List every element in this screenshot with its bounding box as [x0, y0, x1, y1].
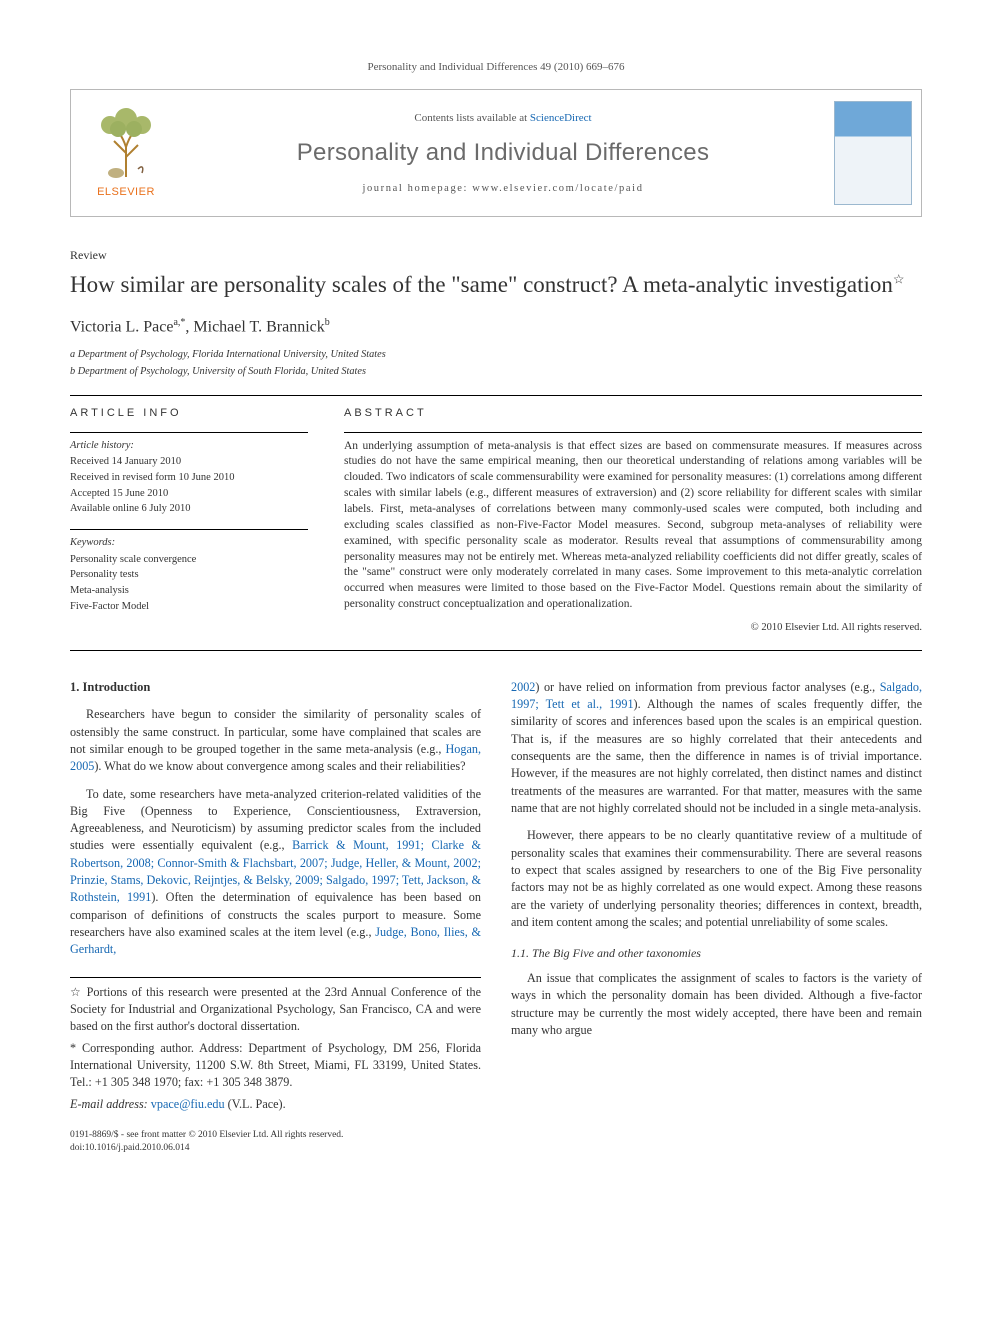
body-para: Researchers have begun to consider the s…: [70, 706, 481, 775]
journal-reference: Personality and Individual Differences 4…: [70, 60, 922, 75]
section-1-head: 1. Introduction: [70, 679, 481, 697]
sciencedirect-link[interactable]: ScienceDirect: [530, 112, 592, 124]
rule-top: [70, 395, 922, 396]
contents-prefix: Contents lists available at: [414, 112, 529, 124]
body-column-left: 1. Introduction Researchers have begun t…: [70, 679, 481, 1117]
cover-cell: [825, 90, 921, 216]
body-column-right: 2002) or have relied on information from…: [511, 679, 922, 1117]
abstract-rule: [344, 432, 922, 433]
info-left-rule-2: [70, 529, 308, 530]
article-info-head: ARTICLE INFO: [70, 406, 308, 421]
abstract-column: ABSTRACT An underlying assumption of met…: [344, 406, 922, 636]
abstract-head: ABSTRACT: [344, 406, 922, 421]
journal-header: ELSEVIER Contents lists available at Sci…: [70, 89, 922, 217]
author-1-affil: a,*: [173, 317, 185, 328]
article-info-left: ARTICLE INFO Article history: Received 1…: [70, 406, 308, 636]
history-line: Accepted 15 June 2010: [70, 487, 308, 502]
rule-bottom: [70, 650, 922, 651]
homepage-prefix: journal homepage:: [362, 183, 472, 194]
footnote-star: ☆ Portions of this research were present…: [70, 984, 481, 1036]
abstract-text: An underlying assumption of meta-analysi…: [344, 439, 922, 613]
keywords-label: Keywords:: [70, 536, 308, 551]
page: Personality and Individual Differences 4…: [0, 0, 992, 1196]
body-para: 2002) or have relied on information from…: [511, 679, 922, 818]
keyword: Five-Factor Model: [70, 600, 308, 615]
body-columns: 1. Introduction Researchers have begun t…: [70, 679, 922, 1117]
keyword: Personality scale convergence: [70, 553, 308, 568]
footer-doi: doi:10.1016/j.paid.2010.06.014: [70, 1142, 922, 1155]
body-para: However, there appears to be no clearly …: [511, 827, 922, 931]
header-center: Contents lists available at ScienceDirec…: [181, 90, 825, 216]
info-left-rule: [70, 432, 308, 433]
section-1-1-head: 1.1. The Big Five and other taxonomies: [511, 945, 922, 962]
history-line: Received in revised form 10 June 2010: [70, 471, 308, 486]
history-line: Received 14 January 2010: [70, 455, 308, 470]
title-text: How similar are personality scales of th…: [70, 272, 893, 297]
abstract-copyright: © 2010 Elsevier Ltd. All rights reserved…: [344, 621, 922, 636]
article-type: Review: [70, 247, 922, 264]
email-label: E-mail address:: [70, 1097, 151, 1111]
journal-cover-thumbnail: [834, 101, 912, 205]
email-link[interactable]: vpace@fiu.edu: [151, 1097, 225, 1111]
publisher-logo-cell: ELSEVIER: [71, 90, 181, 216]
author-2: , Michael T. Brannick: [185, 318, 324, 335]
email-suffix: (V.L. Pace).: [225, 1097, 286, 1111]
affiliation-b: b Department of Psychology, University o…: [70, 365, 922, 379]
page-footer: 0191-8869/$ - see front matter © 2010 El…: [70, 1129, 922, 1156]
keyword: Meta-analysis: [70, 584, 308, 599]
footer-issn: 0191-8869/$ - see front matter © 2010 El…: [70, 1129, 922, 1142]
author-1: Victoria L. Pace: [70, 318, 173, 335]
footnote-email: E-mail address: vpace@fiu.edu (V.L. Pace…: [70, 1096, 481, 1113]
body-para: An issue that complicates the assignment…: [511, 970, 922, 1039]
authors: Victoria L. Pacea,*, Michael T. Brannick…: [70, 316, 922, 339]
keyword: Personality tests: [70, 568, 308, 583]
citation-link[interactable]: 2002: [511, 680, 535, 694]
article-info-row: ARTICLE INFO Article history: Received 1…: [70, 406, 922, 636]
journal-title: Personality and Individual Differences: [297, 136, 710, 170]
history-line: Available online 6 July 2010: [70, 502, 308, 517]
title-footnote-star: ☆: [893, 272, 905, 287]
history-label: Article history:: [70, 439, 308, 454]
elsevier-tree-icon: [94, 107, 158, 183]
footnotes: ☆ Portions of this research were present…: [70, 977, 481, 1113]
footnote-corresponding: * Corresponding author. Address: Departm…: [70, 1040, 481, 1092]
body-para: To date, some researchers have meta-anal…: [70, 786, 481, 959]
contents-available-line: Contents lists available at ScienceDirec…: [414, 111, 591, 126]
affiliation-a: a Department of Psychology, Florida Inte…: [70, 348, 922, 362]
article-title: How similar are personality scales of th…: [70, 270, 922, 299]
homepage-url[interactable]: www.elsevier.com/locate/paid: [472, 183, 643, 194]
author-2-affil: b: [325, 317, 330, 328]
journal-homepage: journal homepage: www.elsevier.com/locat…: [362, 182, 643, 197]
publisher-name: ELSEVIER: [97, 185, 155, 200]
